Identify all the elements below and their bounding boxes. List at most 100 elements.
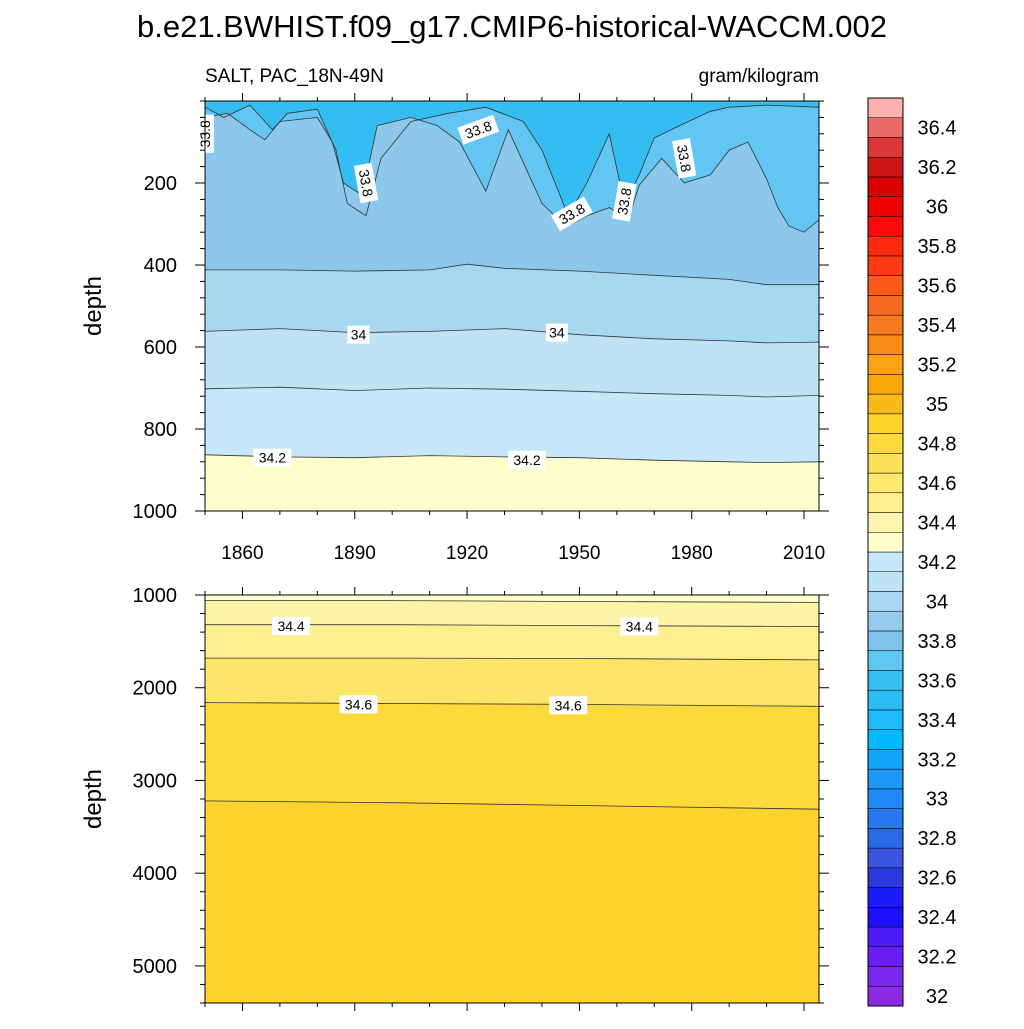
contour-label-box xyxy=(620,617,659,636)
contour-label-box xyxy=(339,695,378,714)
colorbar-swatch xyxy=(867,433,904,454)
colorbar-label: 34.8 xyxy=(918,433,957,455)
colorbar-label: 36 xyxy=(926,197,948,219)
x-axis: 1860 1890 1920 1950 1980 2010 xyxy=(204,93,825,564)
colorbar-label: 33.6 xyxy=(918,670,957,692)
y-axis-label: depth xyxy=(80,769,107,829)
y-axis: 200 400 600 800 1000 depth xyxy=(80,100,829,523)
colorbar-label: 35.2 xyxy=(918,355,957,377)
colorbar-frame xyxy=(867,97,904,1007)
y-tick-label: 5000 xyxy=(133,956,178,978)
colorbar-label: 32.4 xyxy=(918,907,957,929)
contour-label: 34 xyxy=(545,323,568,342)
contour-label-box xyxy=(353,162,379,204)
contour-label-text: 34.6 xyxy=(345,696,372,712)
contour-line-34 xyxy=(205,328,819,344)
x-tick-label: 1950 xyxy=(558,543,600,564)
colorbar-swatch xyxy=(867,591,904,612)
colorbar-label: 35.4 xyxy=(918,315,957,337)
contour-label: 33.8 xyxy=(612,181,637,222)
colorbar-label: 32.8 xyxy=(918,828,957,850)
colorbar-swatch xyxy=(867,472,904,494)
contour-line-34-5 xyxy=(205,657,819,661)
contour-label-text: 34.6 xyxy=(555,697,582,713)
colorbar-swatch xyxy=(867,156,904,178)
contour-line-33-9 xyxy=(205,263,819,286)
colorbar-label: 34.6 xyxy=(918,473,957,495)
colorbar-label: 32.2 xyxy=(918,947,957,969)
colorbar-swatch xyxy=(867,650,904,671)
colorbar-label: 33.8 xyxy=(918,631,957,653)
contour-label: 33.8 xyxy=(353,162,379,204)
contour-label-box xyxy=(508,450,546,469)
contour-label: 34 xyxy=(347,325,370,344)
contour-line-33-7 xyxy=(205,104,819,217)
variable-region-label: SALT, PAC_18N-49N xyxy=(205,66,384,87)
plot-frame xyxy=(204,100,820,512)
units-label: gram/kilogram xyxy=(699,66,819,87)
colorbar-swatch xyxy=(867,137,904,158)
colorbar-label: 35.8 xyxy=(918,236,957,258)
contour-line-34-3 xyxy=(205,600,819,603)
contour-label-box xyxy=(549,696,588,715)
contour-label-box xyxy=(612,181,637,222)
y-tick-label: 4000 xyxy=(133,863,178,885)
contour-label-text: 33.8 xyxy=(614,186,635,216)
contour-line-34-6 xyxy=(205,702,819,707)
colorbar-swatch xyxy=(867,788,904,809)
colorbar-swatch xyxy=(867,255,904,276)
contour-label-box xyxy=(672,138,697,179)
colorbar-label: 35.6 xyxy=(918,276,957,298)
colorbar-swatch xyxy=(867,946,904,967)
y-tick-label: 1000 xyxy=(133,585,178,607)
colorbar-swatch xyxy=(867,532,904,553)
colorbar-label: 33 xyxy=(926,789,948,811)
contour-label-box xyxy=(457,114,500,145)
colorbar-swatch xyxy=(867,571,904,592)
colorbar-swatch xyxy=(867,216,904,237)
contour-label: 34.6 xyxy=(549,696,588,715)
colorbar-swatch xyxy=(867,610,904,632)
colorbar-swatch xyxy=(867,887,904,908)
colorbar-swatch xyxy=(867,453,904,474)
x-tick-label: 1920 xyxy=(446,543,488,564)
x-tick-label: 1860 xyxy=(221,543,263,564)
colorbar-label: 36.4 xyxy=(918,118,957,140)
contour-label-text: 34.4 xyxy=(277,618,304,634)
colorbar-swatch xyxy=(867,374,904,395)
colorbar-swatch xyxy=(867,275,904,296)
colorbar-swatch xyxy=(867,117,904,138)
y-tick-label: 200 xyxy=(144,173,177,195)
y-tick-label: 1000 xyxy=(133,501,178,523)
colorbar-label: 34.4 xyxy=(918,512,957,534)
contour-label-box xyxy=(253,448,292,467)
colorbar-swatch xyxy=(867,551,904,572)
lower-depth-panel: 34.4 34.4 34.6 34.6 1000 2000 3000 4000 5000 dept… xyxy=(80,585,829,1011)
contour-label-text: 34 xyxy=(549,325,565,341)
x-axis xyxy=(204,587,805,1011)
colorbar-swatch xyxy=(867,966,904,987)
colorbar-swatch xyxy=(867,295,904,316)
salinity-colorbar: 32 32.2 32.4 32.6 32.8 33 33.2 33.4 33.6 33.8 34 34… xyxy=(867,97,957,1008)
colorbar-label: 32.6 xyxy=(918,868,957,890)
contour-label-box xyxy=(545,323,568,342)
y-axis: 1000 2000 3000 4000 5000 depth xyxy=(80,585,829,1004)
colorbar-swatch xyxy=(867,176,904,197)
contour-label-text: 34 xyxy=(351,327,367,343)
contour-label-text: 34.2 xyxy=(513,452,540,468)
contour-label: 34.2 xyxy=(508,450,546,469)
y-tick-label: 2000 xyxy=(133,678,178,700)
x-tick-label: 2010 xyxy=(783,543,825,564)
contour-label: 34.2 xyxy=(253,448,292,467)
contour-label-text: 34.4 xyxy=(626,619,653,635)
contour-label: 34.6 xyxy=(339,695,378,714)
contour-label-box xyxy=(550,196,593,232)
colorbar-label: 34 xyxy=(926,591,948,613)
colorbar-swatch xyxy=(867,97,904,118)
contour-line-34-1 xyxy=(205,386,819,398)
colorbar-swatch xyxy=(867,808,904,829)
colorbar-swatch xyxy=(867,393,904,415)
colorbar-label: 34.2 xyxy=(918,552,957,574)
